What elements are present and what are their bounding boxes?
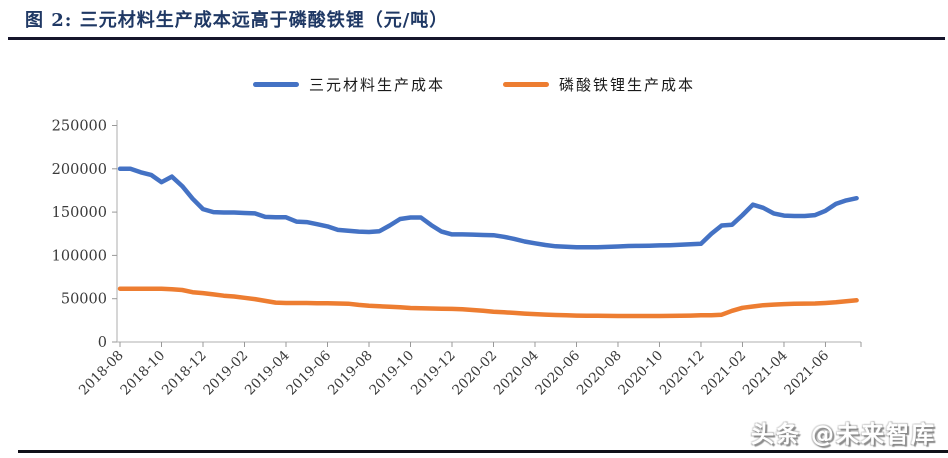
svg-text:2020-08: 2020-08 — [574, 348, 625, 399]
svg-text:250000: 250000 — [52, 119, 107, 135]
svg-text:2019-02: 2019-02 — [200, 348, 251, 399]
svg-text:0: 0 — [98, 335, 107, 351]
svg-text:2021-06: 2021-06 — [781, 348, 832, 399]
ternary-series-line-swatch — [252, 82, 299, 87]
svg-text:2019-06: 2019-06 — [283, 348, 334, 399]
svg-text:2020-02: 2020-02 — [449, 348, 500, 399]
svg-text:150000: 150000 — [52, 205, 107, 221]
svg-text:2020-06: 2020-06 — [532, 348, 583, 399]
svg-text:2019-10: 2019-10 — [366, 348, 417, 399]
legend-label-lfp: 磷酸铁锂生产成本 — [559, 76, 696, 94]
svg-text:200000: 200000 — [52, 162, 107, 178]
svg-text:2018-10: 2018-10 — [117, 348, 168, 399]
watermark: 头条 @未来智库 — [750, 422, 936, 448]
svg-text:2020-10: 2020-10 — [615, 348, 666, 399]
svg-text:2021-04: 2021-04 — [740, 348, 791, 399]
chart-title: 图 2: 三元材料生产成本远高于磷酸铁锂（元/吨） — [25, 10, 449, 31]
svg-text:2018-12: 2018-12 — [159, 348, 210, 399]
legend-item-ternary: 三元材料生产成本 — [252, 74, 445, 95]
svg-text:2018-08: 2018-08 — [76, 348, 127, 399]
svg-text:100000: 100000 — [52, 248, 107, 264]
legend-item-lfp: 磷酸铁锂生产成本 — [503, 74, 695, 95]
chart-legend: 三元材料生产成本 磷酸铁锂生产成本 — [0, 74, 948, 95]
svg-text:2019-12: 2019-12 — [408, 348, 459, 399]
svg-text:2020-12: 2020-12 — [657, 348, 708, 399]
svg-text:50000: 50000 — [61, 292, 107, 308]
svg-text:2019-08: 2019-08 — [325, 348, 376, 399]
title-divider — [8, 37, 945, 40]
lfp-series-line-swatch — [503, 82, 549, 87]
svg-text:2019-04: 2019-04 — [242, 348, 293, 399]
svg-text:2021-02: 2021-02 — [698, 348, 749, 399]
bottom-divider — [18, 450, 948, 453]
legend-label-ternary: 三元材料生产成本 — [308, 76, 445, 94]
svg-text:2020-04: 2020-04 — [491, 348, 542, 399]
